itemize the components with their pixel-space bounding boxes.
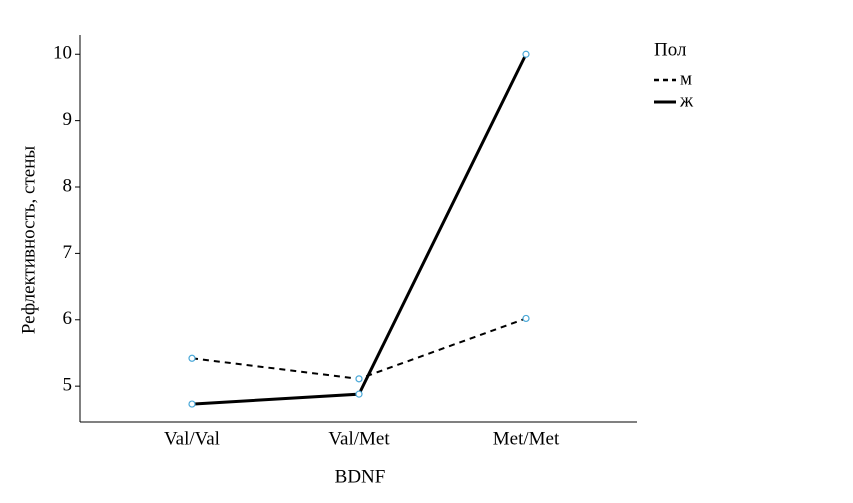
series-line xyxy=(191,317,527,380)
point xyxy=(522,314,530,323)
x-tick-label: Val/Val xyxy=(164,428,220,449)
point xyxy=(355,375,363,383)
y-tick-label: 9 xyxy=(63,109,73,130)
point xyxy=(355,390,363,398)
y-tick-label: 10 xyxy=(53,43,72,64)
x-axis-label: BDNF xyxy=(335,466,386,487)
legend-label: м xyxy=(680,68,692,89)
x-tick-label: Val/Met xyxy=(328,428,390,449)
x-tick-label: Met/Met xyxy=(493,428,560,449)
series-line xyxy=(191,53,528,406)
y-tick-label: 8 xyxy=(63,175,73,196)
legend-title: Пол xyxy=(654,39,687,60)
point xyxy=(522,50,530,58)
y-tick-label: 6 xyxy=(63,308,73,329)
point xyxy=(188,354,196,362)
y-axis-label: Рефлективность, стены xyxy=(18,146,39,335)
point xyxy=(188,400,196,408)
y-tick-label: 5 xyxy=(63,375,73,396)
legend-label: ж xyxy=(679,90,694,111)
y-tick-label: 7 xyxy=(63,242,73,263)
